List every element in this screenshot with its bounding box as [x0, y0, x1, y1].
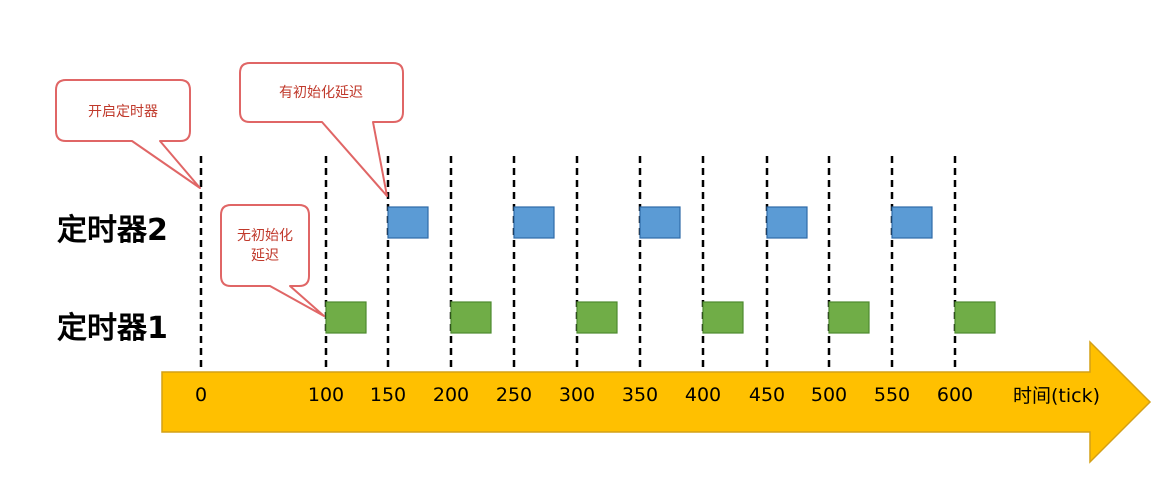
timer1-block-500 — [828, 301, 870, 334]
callout-start-timer: 开启定时器 — [55, 79, 201, 189]
timer2-block-350 — [639, 206, 681, 239]
timer1-block-300 — [576, 301, 618, 334]
timer2-block-150 — [387, 206, 429, 239]
axis-tick-labels: 0 100 150 200 250 300 350 400 450 500 550 600 — [195, 384, 973, 406]
timer1-block-600 — [954, 301, 996, 334]
timer2-block-450 — [766, 206, 808, 239]
timer1-blocks — [325, 301, 996, 334]
callout-with-delay-shape — [239, 62, 404, 197]
tick-label-600: 600 — [937, 384, 973, 406]
callout-with-delay: 有初始化延迟 — [239, 62, 404, 197]
tick-label-0: 0 — [195, 384, 207, 406]
callout-no-delay-text-line2: 延迟 — [251, 248, 279, 264]
timer1-row-label: 定时器1 — [57, 311, 168, 346]
timer2-block-550 — [891, 206, 933, 239]
callout-no-delay: 无初始化 延迟 — [220, 204, 325, 317]
tick-label-150: 150 — [370, 384, 406, 406]
timer1-block-100 — [325, 301, 367, 334]
callout-no-delay-text-line1: 无初始化 — [237, 227, 293, 244]
axis-label: 时间(tick) — [1013, 385, 1100, 407]
tick-label-300: 300 — [559, 384, 595, 406]
timeline-arrow — [161, 340, 1152, 464]
tick-label-500: 500 — [811, 384, 847, 406]
tick-label-350: 350 — [622, 384, 658, 406]
tick-label-550: 550 — [874, 384, 910, 406]
tick-label-400: 400 — [685, 384, 721, 406]
tick-label-250: 250 — [496, 384, 532, 406]
tick-label-100: 100 — [308, 384, 344, 406]
tick-label-450: 450 — [749, 384, 785, 406]
callout-with-delay-text: 有初始化延迟 — [279, 84, 363, 101]
callout-start-timer-shape — [55, 79, 201, 189]
callout-no-delay-shape — [220, 204, 325, 317]
tick-label-200: 200 — [433, 384, 469, 406]
dashed-gridlines — [199, 156, 957, 372]
callout-start-timer-text: 开启定时器 — [88, 104, 158, 120]
timer1-block-400 — [702, 301, 744, 334]
timer2-block-250 — [513, 206, 555, 239]
timer1-block-200 — [450, 301, 492, 334]
timer2-row-label: 定时器2 — [57, 213, 168, 248]
timer2-blocks — [387, 206, 933, 239]
